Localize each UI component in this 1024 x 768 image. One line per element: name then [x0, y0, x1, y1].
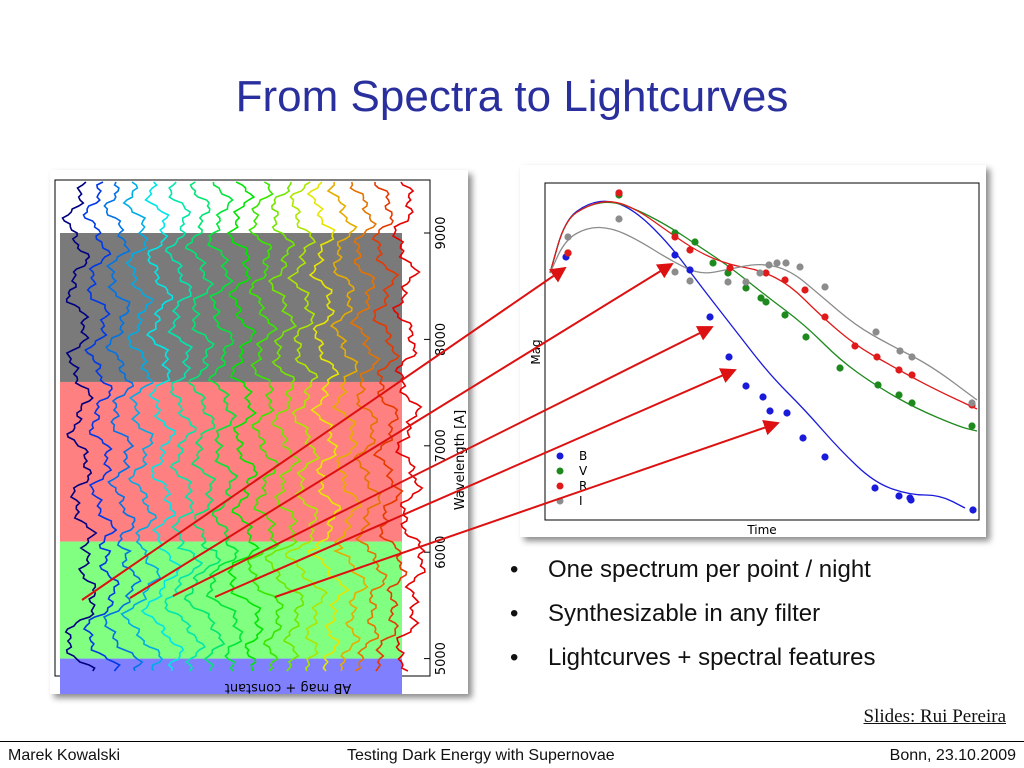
datapoint-B: [759, 393, 767, 401]
datapoint-B: [766, 407, 774, 415]
datapoint-V: [836, 364, 844, 372]
datapoint-V: [742, 284, 750, 292]
datapoint-I: [773, 259, 781, 267]
datapoint-R: [564, 249, 572, 257]
datapoint-I: [724, 278, 732, 286]
bullet-glyph: •: [510, 644, 519, 671]
datapoint-B: [799, 434, 807, 442]
legend-label: V: [579, 464, 588, 478]
spectra-figure: 400050006000700080009000 Wavelength [A] …: [50, 170, 468, 768]
datapoint-V: [762, 298, 770, 306]
spectra-chart: 400050006000700080009000 Wavelength [A] …: [54, 179, 468, 768]
datapoint-B: [686, 266, 694, 274]
datapoint-I: [756, 269, 764, 277]
datapoint-I: [821, 283, 829, 291]
lightcurve-I: [549, 226, 978, 401]
bullet-glyph: •: [510, 600, 519, 627]
datapoint-B: [706, 313, 714, 321]
datapoint-R: [671, 233, 679, 241]
bullet-glyph: •: [510, 556, 519, 583]
datapoint-B: [821, 453, 829, 461]
datapoint-B: [871, 484, 879, 492]
datapoint-R: [762, 269, 770, 277]
bullet-item: • Synthesizable in any filter: [510, 597, 876, 641]
datapoint-I: [782, 259, 790, 267]
lightcurve-ylabel: Mag: [529, 339, 543, 364]
datapoint-R: [873, 353, 881, 361]
datapoint-R: [726, 264, 734, 272]
datapoint-R: [851, 342, 859, 350]
datapoint-R: [615, 189, 623, 197]
datapoint-B: [671, 251, 679, 259]
datapoint-B: [907, 496, 915, 504]
bullet-item: • Lightcurves + spectral features: [510, 641, 876, 685]
lightcurve-B: [549, 200, 966, 509]
datapoint-I: [742, 278, 750, 286]
legend-label: I: [579, 494, 583, 508]
datapoint-V: [709, 259, 717, 267]
datapoint-I: [765, 261, 773, 269]
legend-marker-V: [556, 467, 564, 475]
datapoint-I: [686, 277, 694, 285]
bullet-item: • One spectrum per point / night: [510, 553, 876, 597]
credit-link[interactable]: Slides: Rui Pereira: [863, 706, 1006, 727]
datapoint-B: [969, 506, 977, 514]
datapoint-R: [908, 371, 916, 379]
datapoint-V: [908, 399, 916, 407]
datapoint-R: [801, 286, 809, 294]
footer-venue-date: Bonn, 23.10.2009: [889, 747, 1016, 764]
datapoint-B: [895, 492, 903, 500]
datapoint-I: [671, 268, 679, 276]
footer-divider: [0, 741, 1024, 742]
datapoint-R: [821, 313, 829, 321]
datapoint-I: [908, 353, 916, 361]
footer-talk-title: Testing Dark Energy with Supernovae: [347, 747, 615, 764]
datapoint-I: [615, 215, 623, 223]
datapoint-R: [686, 246, 694, 254]
spectra-ytick-label: 7000: [434, 429, 449, 462]
datapoint-V: [691, 238, 699, 246]
spectra-ytick-label: 6000: [434, 536, 449, 569]
datapoint-R: [781, 276, 789, 284]
datapoint-B: [725, 353, 733, 361]
datapoint-V: [802, 333, 810, 341]
band-R: [60, 381, 402, 542]
datapoint-I: [796, 263, 804, 271]
datapoint-R: [895, 366, 903, 374]
datapoint-V: [757, 294, 765, 302]
datapoint-V: [874, 381, 882, 389]
footer-author: Marek Kowalski: [8, 747, 121, 764]
lightcurve-xlabel: Time: [746, 523, 776, 537]
spectra-ytick-label: 9000: [434, 216, 449, 249]
datapoint-V: [895, 391, 903, 399]
spectra-ytick-label: 8000: [434, 323, 449, 356]
spectra-xlabel: AB mag + constant: [225, 680, 352, 694]
spectra-ytick-label: 5000: [434, 642, 449, 675]
legend-label: R: [579, 479, 587, 493]
legend-label: B: [579, 449, 587, 463]
datapoint-I: [564, 233, 572, 241]
legend-marker-I: [556, 497, 564, 505]
spectra-ylabel: Wavelength [A]: [453, 410, 468, 510]
datapoint-I: [872, 328, 880, 336]
datapoint-I: [968, 399, 976, 407]
datapoint-V: [968, 422, 976, 430]
slide-title: From Spectra to Lightcurves: [235, 72, 789, 121]
legend-marker-R: [556, 482, 564, 490]
datapoint-V: [781, 311, 789, 319]
datapoint-I: [896, 347, 904, 355]
legend-marker-B: [556, 452, 564, 460]
lightcurve-R: [549, 201, 978, 410]
datapoint-B: [783, 409, 791, 417]
datapoint-B: [742, 382, 750, 390]
bullet-list: • One spectrum per point / night • Synthes…: [510, 553, 876, 685]
